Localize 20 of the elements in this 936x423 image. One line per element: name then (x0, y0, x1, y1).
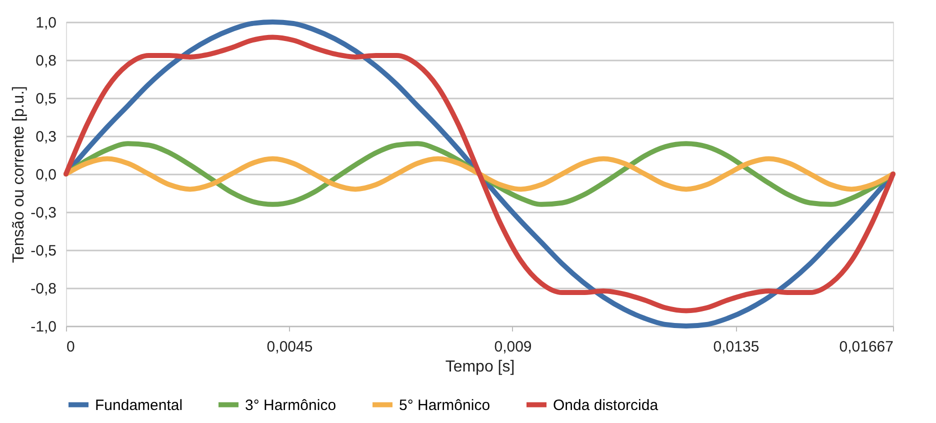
y-tick-label: 0,5 (36, 90, 56, 108)
legend-label: 3° Harmônico (245, 396, 336, 414)
y-tick-label: -0,3 (30, 204, 56, 222)
x-tick-label: 0 (66, 338, 75, 356)
y-tick-label: 0,3 (36, 128, 56, 146)
x-axis-title: Tempo [s] (445, 358, 515, 376)
legend-label: Fundamental (95, 396, 183, 414)
legend-label: 5° Harmônico (399, 396, 490, 414)
y-axis-title: Tensão ou corrente [p.u.] (10, 86, 28, 263)
y-tick-label: 1,0 (36, 14, 56, 32)
legend-label: Onda distorcida (553, 396, 659, 414)
y-tick-label: 0,0 (36, 166, 56, 184)
x-tick-label: 0,01667 (839, 338, 894, 356)
y-tick-label: -0,5 (30, 242, 56, 260)
x-tick-label: 0,0135 (713, 338, 760, 356)
x-tick-label: 0,0045 (266, 338, 313, 356)
x-tick-label: 0,009 (494, 338, 532, 356)
y-tick-label: 0,8 (36, 52, 56, 70)
y-tick-label: -1,0 (30, 318, 56, 336)
y-tick-label: -0,8 (30, 280, 56, 298)
